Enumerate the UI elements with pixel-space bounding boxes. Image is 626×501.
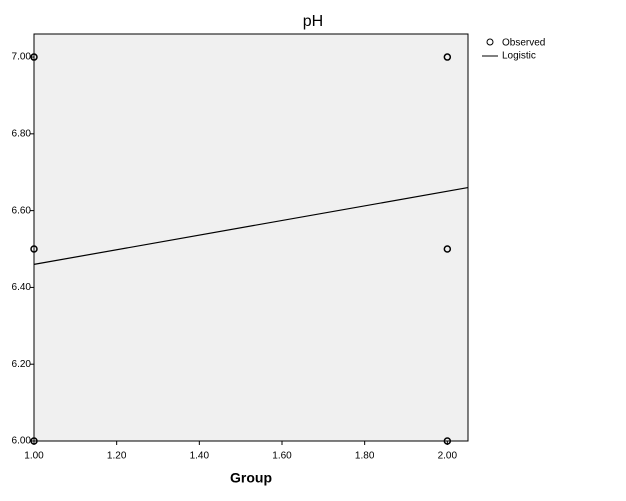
x-tick-label: 1.00 — [24, 451, 44, 462]
legend-label: Logistic — [502, 51, 536, 62]
x-axis-label: Group — [230, 470, 272, 486]
observed-point — [30, 53, 38, 61]
y-tick-label: 6.00 — [12, 436, 32, 447]
chart-title: pH — [303, 13, 323, 30]
observed-point — [30, 437, 38, 445]
x-tick-label: 1.40 — [190, 451, 210, 462]
x-tick-label: 1.80 — [355, 451, 375, 462]
legend-label: Observed — [502, 38, 545, 49]
fit-line — [33, 186, 469, 265]
observed-point — [443, 245, 452, 253]
y-tick-label: 6.40 — [12, 282, 32, 293]
observed-point — [30, 245, 38, 253]
observed-point — [443, 53, 452, 61]
x-tick-label: 1.60 — [272, 451, 292, 462]
legend-marker — [486, 38, 494, 46]
x-tick-label: 2.00 — [438, 451, 458, 462]
y-tick-label: 6.20 — [12, 359, 32, 370]
y-tick-label: 6.80 — [12, 128, 32, 139]
y-tick-label: 7.00 — [12, 52, 32, 63]
x-tick-label: 1.20 — [107, 451, 127, 462]
plot-area — [33, 33, 469, 442]
y-tick-label: 6.60 — [12, 205, 32, 216]
observed-point — [443, 437, 452, 445]
